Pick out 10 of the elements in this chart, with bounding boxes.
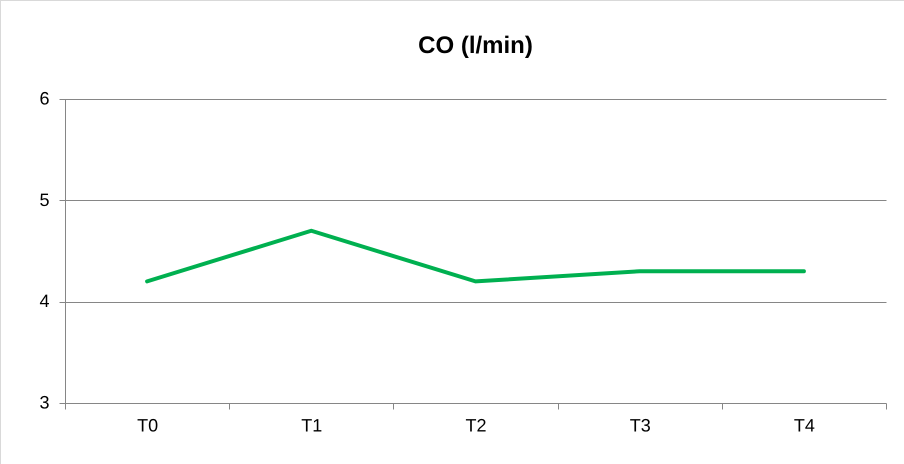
x-tick-label: T3 (630, 416, 651, 436)
y-tick-label: 5 (39, 190, 50, 210)
y-tick-label: 6 (39, 88, 50, 108)
x-tick-label: T4 (794, 416, 815, 436)
y-tick-label: 3 (39, 392, 50, 412)
x-tick-label: T1 (301, 416, 322, 436)
chart-title: CO (l/min) (418, 32, 533, 59)
x-tick-label: T2 (465, 416, 487, 436)
y-tick-label: 4 (39, 291, 50, 312)
x-tick-label: T0 (137, 416, 158, 436)
